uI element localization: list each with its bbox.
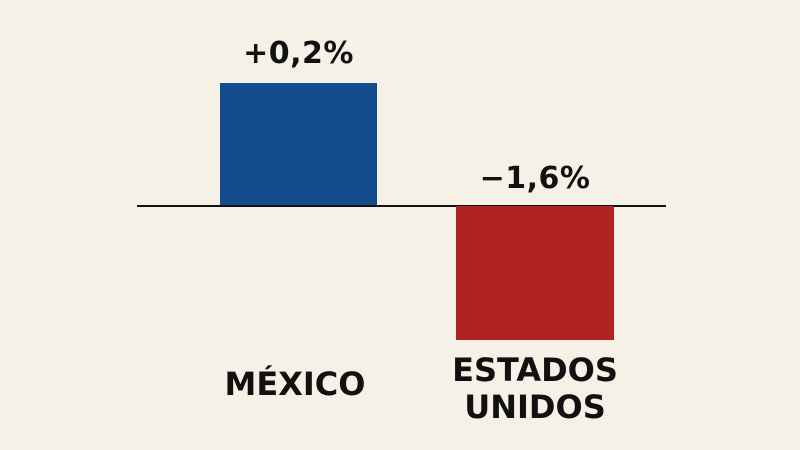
mexico-category-label: MÉXICO xyxy=(224,365,366,403)
mexico-value-label: +0,2% xyxy=(243,36,354,71)
zero-baseline xyxy=(137,205,666,207)
us-value-label: −1,6% xyxy=(479,161,591,196)
us-bar xyxy=(456,206,614,340)
mexico-bar xyxy=(220,83,377,206)
us-category-label-line2: UNIDOS xyxy=(464,388,606,426)
us-category-label: ESTADOS UNIDOS xyxy=(430,352,640,426)
us-category-label-line1: ESTADOS xyxy=(452,351,618,389)
